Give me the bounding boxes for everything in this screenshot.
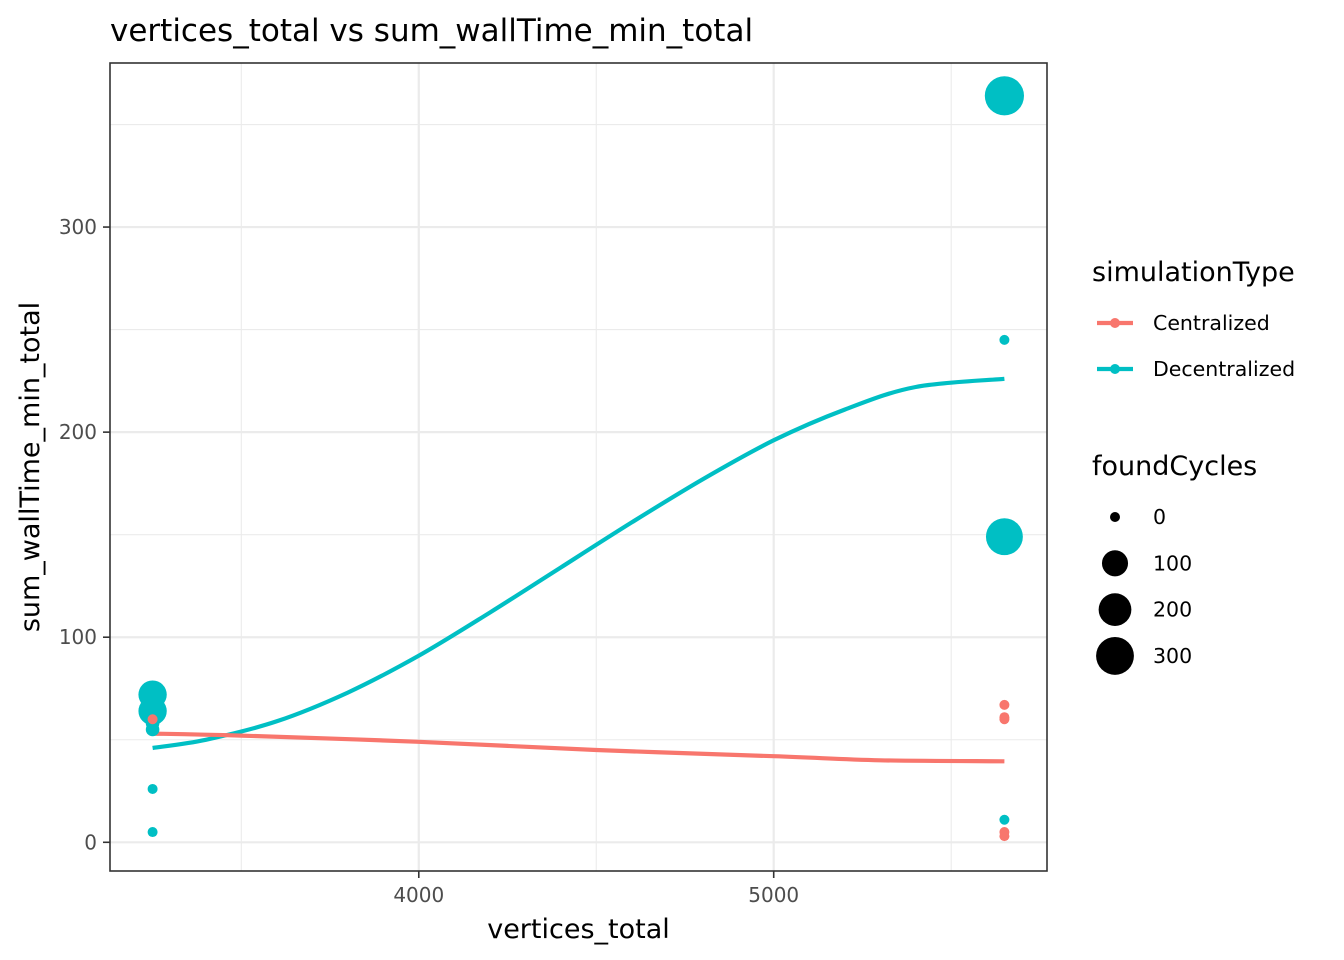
legend: simulationType CentralizedDecentralized … (1092, 257, 1295, 675)
y-axis: 0 100 200 300 (59, 215, 110, 854)
size-legend-key (1101, 550, 1129, 577)
size-legend-label: 100 (1153, 551, 1192, 575)
y-tick-label: 200 (59, 420, 97, 444)
data-point-decentralized (985, 518, 1023, 556)
size-legend-title: foundCycles (1092, 451, 1257, 482)
x-axis-title: vertices_total (487, 914, 670, 945)
smooth-line-centralized (152, 731, 1005, 764)
panel-border (109, 62, 1048, 872)
minor-gridlines (110, 63, 1047, 871)
size-legend-key (1110, 512, 1120, 522)
size-legend-keys: 0 100 200 300 (1096, 505, 1192, 675)
x-axis: 4000 5000 (393, 871, 799, 907)
size-legend-label: 300 (1153, 644, 1192, 668)
y-axis-title: sum_wallTime_min_total (15, 302, 46, 632)
smooth-lines (152, 376, 1005, 764)
legend-label: Decentralized (1153, 357, 1295, 381)
size-legend-key (1096, 636, 1134, 675)
y-tick-label: 0 (84, 830, 97, 854)
y-tick-label: 100 (59, 625, 97, 649)
data-point-decentralized (145, 722, 160, 737)
data-point-centralized (999, 714, 1010, 725)
data-point-decentralized (984, 76, 1025, 116)
y-tick-label: 300 (59, 215, 97, 239)
data-point-centralized (147, 714, 158, 725)
data-point-centralized (999, 699, 1010, 710)
legend-key-point (1110, 318, 1120, 328)
plot-panel (109, 62, 1048, 872)
data-point-decentralized (138, 696, 167, 726)
chart-title: vertices_total vs sum_wallTime_min_total (110, 13, 753, 49)
legend-key-point (1110, 364, 1120, 374)
data-points (138, 76, 1025, 842)
major-gridlines (110, 63, 1047, 871)
smooth-line-decentralized (152, 376, 1005, 751)
data-point-decentralized (999, 814, 1010, 825)
data-point-decentralized (147, 827, 158, 838)
data-point-decentralized (999, 334, 1010, 345)
size-legend-label: 200 (1153, 598, 1192, 622)
legend-label: Centralized (1153, 311, 1270, 335)
x-tick-label: 5000 (748, 883, 799, 907)
data-point-decentralized (147, 783, 158, 794)
size-legend-label: 0 (1153, 505, 1166, 529)
x-tick-label: 4000 (393, 883, 444, 907)
data-point-centralized (999, 831, 1010, 842)
size-legend-key (1098, 593, 1132, 626)
color-legend-title: simulationType (1092, 257, 1295, 288)
color-legend-keys: Centralized Decentralized (1097, 311, 1295, 381)
